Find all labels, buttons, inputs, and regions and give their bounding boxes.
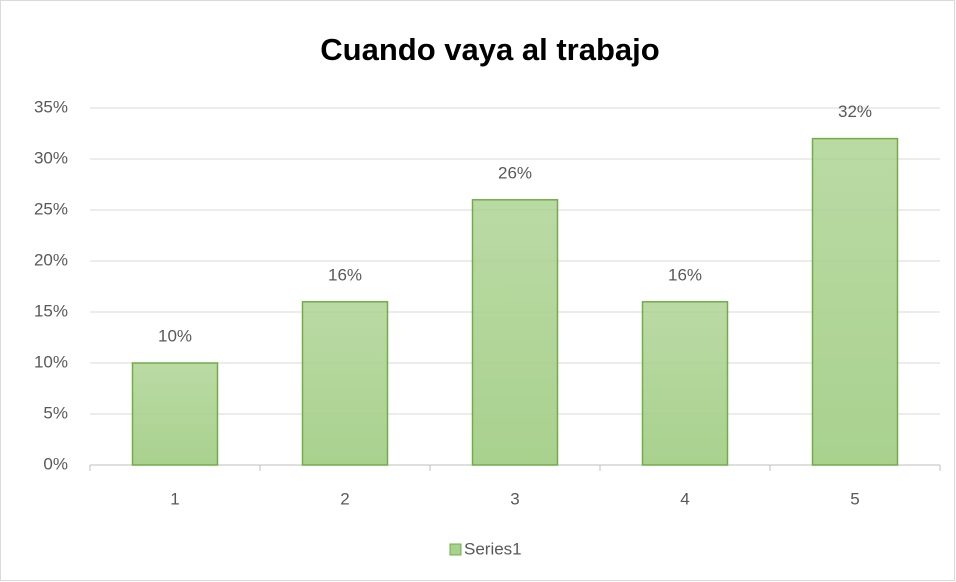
y-tick-label: 5% <box>43 403 68 422</box>
chart-title: Cuando vaya al trabajo <box>320 32 659 67</box>
legend-label: Series1 <box>464 539 522 558</box>
data-label: 16% <box>668 265 702 284</box>
bar <box>811 137 899 466</box>
x-tick-label: 5 <box>850 489 859 508</box>
y-tick-label: 0% <box>43 454 68 473</box>
bar <box>471 199 559 466</box>
data-label: 32% <box>838 102 872 121</box>
y-tick-label: 35% <box>34 97 68 116</box>
y-tick-label: 25% <box>34 199 68 218</box>
data-label: 10% <box>158 326 192 345</box>
bar <box>131 362 219 466</box>
data-label: 26% <box>498 163 532 182</box>
x-tick-label: 3 <box>510 489 519 508</box>
y-tick-label: 15% <box>34 301 68 320</box>
bar <box>641 301 729 466</box>
data-label: 16% <box>328 265 362 284</box>
x-tick-label: 4 <box>680 489 689 508</box>
y-tick-label: 20% <box>34 250 68 269</box>
x-tick-label: 2 <box>340 489 349 508</box>
x-tick-label: 1 <box>170 489 179 508</box>
y-tick-label: 10% <box>34 352 68 371</box>
legend-swatch <box>449 543 462 556</box>
bar <box>301 301 389 466</box>
y-tick-label: 30% <box>34 148 68 167</box>
